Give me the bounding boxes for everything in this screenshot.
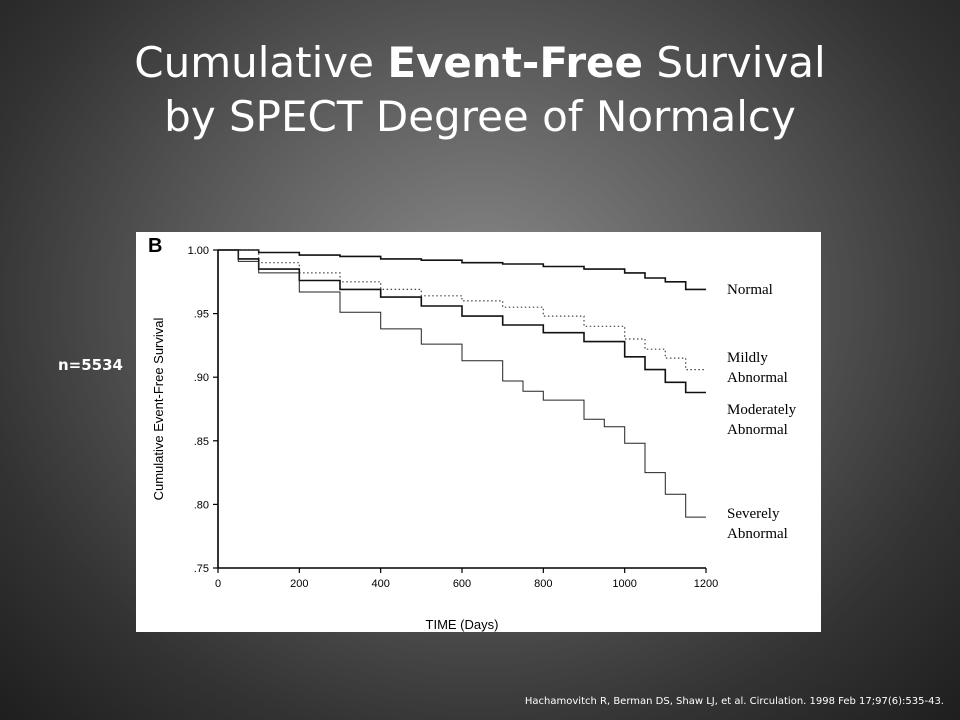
title-line-1-post: Survival bbox=[643, 38, 826, 87]
y-tick-label: .90 bbox=[194, 372, 209, 384]
x-tick-label: 1200 bbox=[694, 578, 718, 590]
survival-curve-moderately-abnormal bbox=[218, 249, 706, 394]
title-line-1: Cumulative Event-Free Survival bbox=[0, 36, 960, 90]
survival-curve-normal bbox=[218, 249, 706, 291]
x-tick-label: 0 bbox=[215, 578, 221, 590]
series-label: Moderately bbox=[727, 402, 797, 418]
survival-chart-figure: B 1.00 .95 .90 .85 .80 .75 0 200 400 600 800 1000 120… bbox=[136, 232, 821, 632]
title-line-1-bold: Event-Free bbox=[387, 38, 644, 87]
x-axis-label: TIME (Days) bbox=[426, 617, 499, 632]
x-tick-label: 1000 bbox=[612, 578, 636, 590]
citation: Hachamovitch R, Berman DS, Shaw LJ, et a… bbox=[524, 696, 944, 707]
series-label: Abnormal bbox=[727, 370, 788, 386]
slide-title: Cumulative Event-Free Survival by SPECT … bbox=[0, 36, 960, 144]
y-tick-label: .95 bbox=[194, 309, 209, 321]
title-line-2: by SPECT Degree of Normalcy bbox=[164, 92, 796, 141]
y-tick-label: .85 bbox=[194, 436, 209, 448]
series-label: Abnormal bbox=[727, 422, 788, 438]
y-tick-label: .80 bbox=[194, 499, 209, 511]
x-tick-label: 800 bbox=[534, 578, 552, 590]
sample-size-label: n=5534 bbox=[58, 356, 123, 374]
series-label: Abnormal bbox=[727, 526, 788, 542]
y-tick-label: 1.00 bbox=[188, 245, 209, 257]
survival-chart: B 1.00 .95 .90 .85 .80 .75 0 200 400 600 800 1000 120… bbox=[148, 235, 797, 632]
panel-label: B bbox=[148, 235, 162, 257]
series-label: Normal bbox=[727, 282, 773, 298]
series-label: Mildly bbox=[727, 350, 768, 366]
title-line-1-pre: Cumulative bbox=[134, 38, 388, 87]
y-axis-label: Cumulative Event-Free Survival bbox=[151, 317, 166, 500]
survival-curve-mildly-abnormal bbox=[218, 249, 706, 371]
series-label: Severely bbox=[727, 506, 780, 522]
x-tick-label: 600 bbox=[453, 578, 471, 590]
x-tick-label: 200 bbox=[290, 578, 308, 590]
x-tick-label: 400 bbox=[371, 578, 389, 590]
y-tick-label: .75 bbox=[194, 563, 209, 575]
survival-curve-severely-abnormal bbox=[218, 249, 706, 518]
